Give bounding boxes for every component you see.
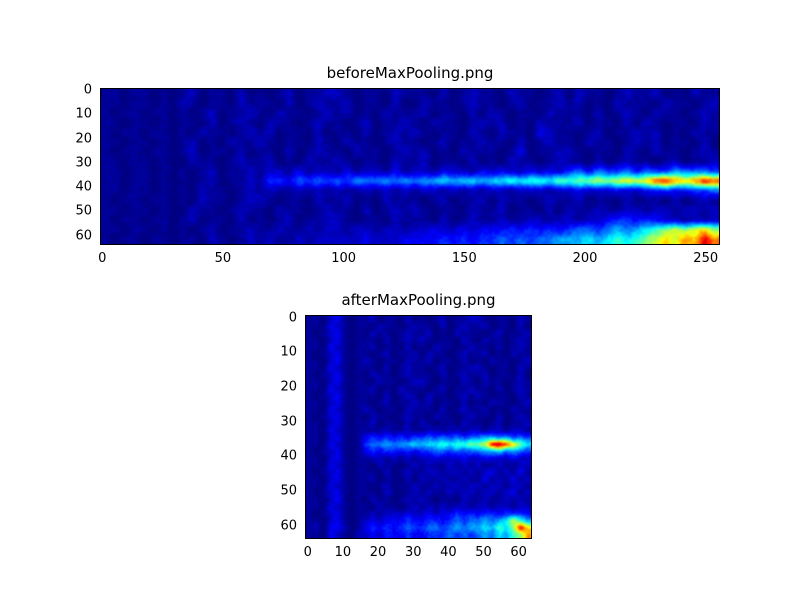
x-tick-label: 50 xyxy=(475,545,492,560)
x-tick-label: 60 xyxy=(510,545,527,560)
y-tick-label: 20 xyxy=(280,379,297,395)
subplot-after-maxpooling: afterMaxPooling.png 0 10 20 30 40 50 60 0 10 20 30… xyxy=(280,291,532,560)
y-tick-label: 30 xyxy=(280,414,297,430)
x-tick-label: 0 xyxy=(98,251,107,266)
y-tick-label: 10 xyxy=(75,106,92,122)
y-tick-label: 0 xyxy=(83,82,92,98)
x-tick-label: 10 xyxy=(334,545,352,560)
heatmap-image-before xyxy=(101,89,719,244)
y-tick-label: 50 xyxy=(280,483,297,499)
y-tick-label: 40 xyxy=(280,448,297,464)
x-tick-label: 0 xyxy=(303,545,312,560)
y-tick-label: 60 xyxy=(280,518,297,534)
y-tick-label: 60 xyxy=(75,228,92,244)
y-tick-label: 40 xyxy=(75,179,92,195)
y-tick-label: 10 xyxy=(280,344,297,360)
y-tick-label: 0 xyxy=(288,310,297,326)
y-tick-label: 30 xyxy=(75,155,92,171)
x-tick-label: 30 xyxy=(404,545,422,560)
subplot-before-maxpooling: beforeMaxPooling.png 0 50 100 150 200 250 0 10 2… xyxy=(75,64,720,266)
x-tick-label: 40 xyxy=(440,545,457,560)
x-tick-label: 100 xyxy=(331,251,357,266)
heatmap-image-after xyxy=(306,316,531,538)
x-tick-label: 20 xyxy=(369,545,387,560)
y-tick-label: 20 xyxy=(75,131,92,147)
x-tick-label: 250 xyxy=(693,251,719,266)
plot-title-after: afterMaxPooling.png xyxy=(341,291,496,309)
y-tick-label: 50 xyxy=(75,203,92,219)
x-tick-label: 200 xyxy=(572,251,598,266)
plot-title-before: beforeMaxPooling.png xyxy=(326,64,494,82)
x-tick-label: 150 xyxy=(451,251,477,266)
x-tick-label: 50 xyxy=(214,251,232,266)
